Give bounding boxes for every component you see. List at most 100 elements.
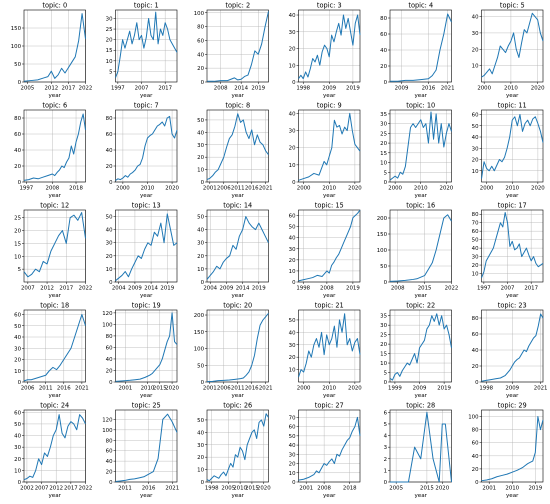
y-tick-label: 20: [472, 467, 479, 473]
y-tick-label: 80: [106, 438, 113, 444]
y-tick-label: 25: [14, 216, 21, 222]
plot-frame: [115, 109, 178, 183]
plot-frame: [206, 409, 269, 483]
data-series-line: [389, 214, 452, 282]
data-series-line: [481, 114, 544, 179]
y-tick-label: 20: [289, 462, 296, 468]
topic-chart: topic: 13 0 10 20 30 40 50 2004 2009 2014 2019 year: [106, 202, 178, 299]
data-series-line: [115, 413, 178, 482]
x-tick-label: 2014: [144, 286, 158, 292]
chart-title: topic: 23: [498, 302, 527, 310]
topic-chart: topic: 16 0 50 100 150 200 2008 2015 2022 year: [377, 202, 459, 300]
plot-frame: [389, 9, 452, 83]
y-tick-label: 100: [102, 428, 113, 434]
topic-chart: topic: 10 0 5 10 15 20 25 30 35 2000 2010 2020 year: [380, 102, 454, 200]
y-tick-label: 25: [106, 27, 113, 33]
x-axis-label: year: [415, 93, 428, 99]
x-tick-label: 2021: [441, 86, 455, 92]
y-tick-label: 80: [472, 428, 479, 434]
y-tick-label: 80: [14, 116, 21, 122]
x-tick-label: 2012: [40, 286, 54, 292]
y-tick-label: 50: [472, 238, 479, 244]
plot-frame: [115, 209, 178, 283]
y-tick-label: 40: [106, 148, 113, 154]
plot-frame: [481, 309, 544, 383]
x-tick-label: 2017: [64, 486, 78, 492]
y-tick-label: 30: [197, 241, 204, 247]
x-tick-label: 1998: [205, 486, 219, 492]
x-tick-label: 2020: [531, 86, 545, 92]
topic-chart: topic: 2 0 20 40 60 80 100 2008 2014 2019 year: [194, 2, 269, 99]
x-tick-label: 2011: [231, 186, 245, 192]
y-tick-label: 20: [197, 155, 204, 161]
y-tick-label: 30: [380, 122, 387, 128]
y-tick-label: 40: [380, 48, 387, 54]
x-axis-label: year: [140, 193, 153, 199]
data-series-line: [206, 113, 269, 180]
x-axis-label: year: [232, 393, 245, 399]
x-tick-label: 2020: [440, 186, 454, 192]
y-tick-label: 0: [201, 80, 205, 86]
y-tick-label: 15: [380, 352, 387, 358]
y-tick-label: 50: [472, 124, 479, 130]
x-tick-label: 2010: [233, 486, 247, 492]
data-series-line: [115, 312, 178, 382]
y-tick-label: 0: [201, 380, 205, 386]
chart-title: topic: 18: [40, 302, 69, 310]
x-axis-label: year: [140, 293, 153, 299]
x-axis-label: year: [506, 493, 519, 499]
x-axis-label: year: [232, 493, 245, 499]
y-tick-label: 20: [472, 158, 479, 164]
y-tick-label: 0: [18, 480, 22, 486]
y-tick-label: 200: [194, 313, 205, 319]
topic-chart: topic: 1 5 10 15 20 25 30 1997 2007 2017 year: [106, 2, 178, 99]
y-tick-label: 60: [472, 113, 479, 119]
x-tick-label: 2009: [413, 386, 427, 392]
y-tick-label: 20: [472, 263, 479, 269]
y-tick-label: 20: [14, 164, 21, 170]
y-tick-label: 50: [289, 318, 296, 324]
y-tick-label: 60: [197, 38, 204, 44]
chart-title: topic: 15: [315, 202, 344, 210]
x-tick-label: 2022: [445, 286, 459, 292]
y-tick-label: 0: [292, 480, 296, 486]
topic-chart: topic: 24 0 10 20 30 40 50 60 2002 2007 2012 2017 20…: [14, 402, 92, 500]
y-tick-label: 20: [289, 47, 296, 53]
plot-frame: [298, 109, 361, 183]
topic-chart: topic: 3 0 10 20 30 40 1998 2009 2019 year: [289, 2, 361, 99]
chart-title: topic: 2: [225, 2, 250, 10]
y-tick-label: 60: [289, 425, 296, 431]
x-tick-label: 1998: [296, 86, 310, 92]
y-tick-label: 5: [109, 69, 112, 75]
x-axis-label: year: [506, 193, 519, 199]
x-tick-label: 2017: [524, 286, 538, 292]
data-series-line: [298, 112, 361, 181]
x-tick-label: 2005: [21, 86, 35, 92]
topic-chart: topic: 26 0 10 20 30 40 50 1998 2005201020152020…: [197, 402, 271, 500]
y-tick-label: 80: [472, 316, 479, 322]
x-axis-label: year: [323, 293, 336, 299]
y-tick-label: 30: [197, 143, 204, 149]
x-axis-label: year: [140, 93, 153, 99]
x-axis-label: year: [506, 93, 519, 99]
topic-chart: topic: 25 0 20 40 60 80 100 120 2011 2016 2021 year: [102, 402, 179, 500]
x-tick-label: 2022: [79, 286, 93, 292]
y-tick-label: 60: [472, 441, 479, 447]
x-tick-label: 2019: [346, 86, 360, 92]
y-tick-label: 0: [201, 480, 205, 486]
y-tick-label: 30: [289, 452, 296, 458]
topic-chart: topic: 6 0 20 40 60 80 1997 2008 2018 year: [14, 102, 86, 199]
y-tick-label: 30: [472, 255, 479, 261]
x-axis-label: year: [49, 293, 62, 299]
y-tick-label: 80: [380, 16, 387, 22]
y-tick-label: 40: [472, 246, 479, 252]
x-tick-label: 2010: [322, 186, 336, 192]
y-tick-label: 70: [289, 415, 296, 421]
x-tick-label: 2015: [153, 386, 167, 392]
x-tick-label: 1998: [479, 386, 493, 392]
y-tick-label: 10: [472, 64, 479, 70]
x-tick-label: 2001: [203, 186, 217, 192]
plot-frame: [115, 409, 178, 483]
y-tick-label: 30: [289, 343, 296, 349]
